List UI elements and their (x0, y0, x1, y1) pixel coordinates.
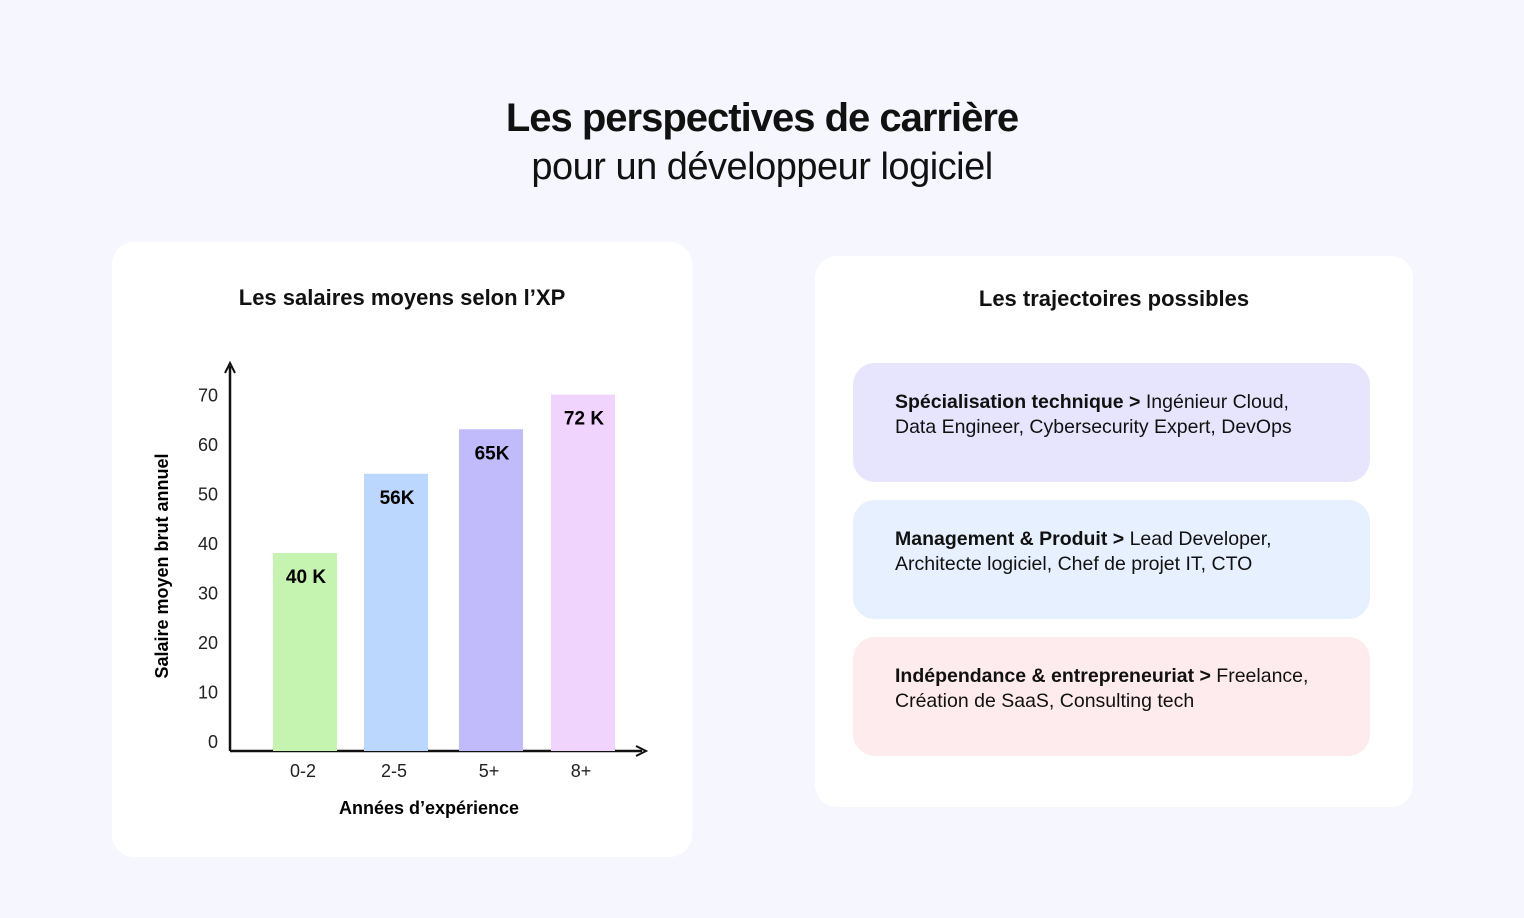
x-axis-label: Années d’expérience (339, 798, 519, 818)
trajectory-roles-cont: Data Engineer, Cybersecurity Expert, Dev… (895, 416, 1292, 438)
y-axis-arrow (224, 360, 236, 374)
trajectories-title: Les trajectoires possibles (978, 286, 1250, 311)
trajectory-item: Management & Produit > Lead Developer, Ar… (853, 500, 1370, 619)
y-tick-label: 60 (198, 435, 218, 455)
trajectory-item: Spécialisation technique > Ingénieur Clo… (853, 363, 1370, 482)
trajectory-roles: Ingénieur Cloud, (1140, 391, 1289, 413)
trajectory-heading: Indépendance & entrepreneuriat > (895, 665, 1211, 687)
page-title: Les perspectives de carrière (505, 96, 1019, 140)
trajectory-roles-cont: Architecte logiciel, Chef de projet IT, … (895, 553, 1253, 575)
bar (459, 429, 523, 751)
trajectory-roles: Freelance, (1210, 665, 1309, 687)
bar-value-label: 56K (380, 488, 415, 509)
bar (273, 553, 337, 751)
y-tick-label: 40 (198, 534, 218, 554)
x-tick-label: 0-2 (290, 761, 316, 781)
x-tick-label: 2-5 (381, 761, 407, 781)
y-tick-label: 50 (198, 485, 218, 505)
x-axis-arrow (635, 745, 649, 757)
page-subtitle: pour un développeur logiciel (531, 146, 993, 188)
trajectory-roles: Lead Developer, (1124, 528, 1272, 550)
bar (551, 394, 615, 751)
bar (364, 473, 428, 751)
y-tick-label: 10 (198, 683, 218, 703)
salary-bar-chart: 0 10 20 30 40 50 60 70 40 K 0-2 56K 2-5 65K 5+ 72 K 8+ A… (152, 360, 649, 818)
bar-value-label: 72 K (564, 409, 604, 430)
trajectory-roles-cont: Création de SaaS, Consulting tech (895, 690, 1195, 712)
trajectory-item: Indépendance & entrepreneuriat > Freelan… (853, 637, 1370, 756)
y-tick-label: 0 (208, 732, 218, 752)
y-tick-label: 20 (198, 633, 218, 653)
x-tick-label: 5+ (479, 761, 500, 781)
chart-title: Les salaires moyens selon l’XP (238, 285, 566, 310)
trajectories-card: Les trajectoires possibles Spécialisatio… (815, 256, 1413, 807)
salary-chart-card: Les salaires moyens selon l’XP 0 10 20 30 40… (112, 242, 692, 857)
trajectory-heading: Spécialisation technique > (895, 391, 1141, 413)
y-axis-label: Salaire moyen brut annuel (152, 453, 172, 678)
y-tick-label: 30 (198, 584, 218, 604)
bar-value-label: 40 K (286, 567, 326, 588)
trajectory-heading: Management & Produit > (895, 528, 1125, 550)
bar-value-label: 65K (475, 443, 510, 464)
y-tick-label: 70 (198, 386, 218, 406)
x-tick-label: 8+ (571, 761, 592, 781)
